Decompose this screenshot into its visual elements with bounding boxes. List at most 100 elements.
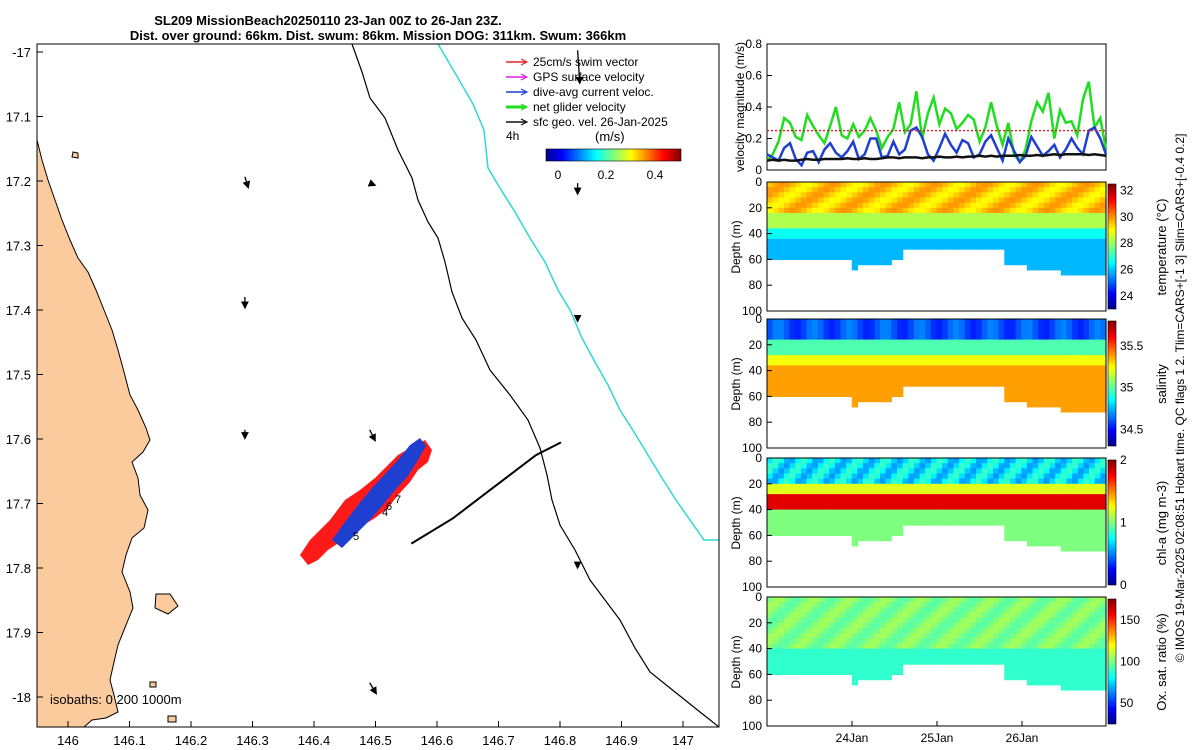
profile-cell [942, 365, 949, 372]
profile-cell [1021, 468, 1028, 475]
profile-cell [806, 329, 813, 336]
track-label: 7 [395, 494, 401, 506]
profile-cell [1021, 535, 1028, 542]
profile-cell [959, 344, 966, 351]
profile-cell [806, 602, 813, 608]
profile-cell [1032, 530, 1039, 536]
profile-cell [942, 339, 949, 346]
profile-cell [976, 202, 983, 209]
profile-cell [863, 375, 870, 382]
profile-cell [1021, 355, 1028, 361]
profile-cell [817, 478, 825, 485]
profile-cell [902, 339, 909, 346]
profile-cell [964, 597, 972, 603]
profile-cell [851, 504, 859, 511]
profile-cell [789, 249, 796, 255]
title-line-1: SL209 MissionBeach20250110 23-Jan 00Z to… [154, 13, 502, 28]
profile-cell [947, 622, 955, 629]
profile-cell [930, 223, 938, 230]
profile-cell [1026, 514, 1034, 521]
velocity-y-tick-label: 0.2 [745, 132, 762, 146]
profile-cell [834, 375, 842, 382]
profile-cell [1055, 187, 1062, 193]
profile-cell [1055, 264, 1062, 271]
profile-cell [897, 233, 904, 240]
profile-cell [959, 192, 966, 199]
profile-cell [874, 238, 881, 245]
profile-cell [1010, 319, 1017, 325]
profile-cell [891, 334, 898, 341]
profile-cell [1083, 380, 1090, 387]
profile-cell [1083, 674, 1090, 681]
profile-cell [817, 202, 825, 209]
profile-cell [1043, 218, 1051, 224]
profile-cell [1066, 679, 1073, 686]
profile-cell [1077, 494, 1085, 500]
profile-cell [1100, 463, 1107, 469]
profile-cell [981, 334, 988, 341]
profile-cell [789, 607, 796, 614]
profile-cell [767, 478, 774, 485]
profile-cell [812, 218, 819, 224]
profile-cell [1038, 514, 1045, 521]
profile-cell [1032, 360, 1039, 367]
profile-cell [1094, 545, 1101, 552]
profile-cell [1089, 192, 1096, 199]
profile-cell [976, 504, 983, 511]
profile-cell [947, 648, 955, 655]
profile-cell [959, 519, 966, 526]
profile-cell [834, 622, 842, 629]
profile-cell [1026, 597, 1034, 603]
profile-cell [846, 468, 853, 475]
profile-cell [976, 653, 983, 660]
profile-cell [778, 483, 785, 490]
profile-cell [800, 182, 808, 188]
profile-cell [970, 344, 977, 351]
profile-cell [1049, 386, 1056, 392]
profile-cell [1066, 674, 1073, 681]
profile-cell [784, 324, 791, 330]
profile-cell [784, 223, 791, 230]
profile-cell [795, 473, 802, 480]
profile-cell [897, 182, 904, 188]
profile-cell [800, 228, 808, 235]
profile-cell [964, 509, 972, 516]
profile-cell [817, 350, 825, 356]
profile-cell [1055, 483, 1062, 490]
profile-cell [981, 612, 988, 619]
profile-cell [942, 243, 949, 250]
profile-cell [800, 355, 808, 361]
profile-cell [1021, 350, 1028, 356]
profile-cell [1015, 375, 1022, 382]
profile-cell [925, 489, 932, 495]
profile-cell [1089, 473, 1096, 480]
profile-cell [947, 653, 955, 660]
profile-cell [1038, 344, 1045, 351]
profile-cell [800, 478, 808, 485]
profile-cell [851, 509, 859, 516]
profile-cell [863, 218, 870, 224]
profile-cell [863, 669, 870, 675]
profile-cell [784, 370, 791, 377]
profile-cell [795, 238, 802, 245]
profile-cell [846, 233, 853, 240]
profile-cell [897, 324, 904, 330]
profile-cell [1043, 375, 1051, 382]
profile-cell [959, 633, 966, 639]
profile-cell [812, 355, 819, 361]
profile-cell [902, 458, 909, 464]
depth-ylabel: Depth (m) [729, 357, 743, 410]
profile-cell [947, 182, 955, 188]
profile-cell [1015, 628, 1022, 634]
profile-cell [1004, 674, 1011, 681]
profile-cell [795, 612, 802, 619]
profile-cell [851, 319, 859, 325]
profile-cell [908, 380, 915, 387]
profile-cell [851, 648, 859, 655]
profile-cell [800, 504, 808, 511]
profile-cell [1077, 254, 1085, 260]
profile-cell [778, 612, 785, 619]
profile-cell [942, 489, 949, 495]
profile-cell [812, 607, 819, 614]
profile-cell [936, 192, 943, 199]
